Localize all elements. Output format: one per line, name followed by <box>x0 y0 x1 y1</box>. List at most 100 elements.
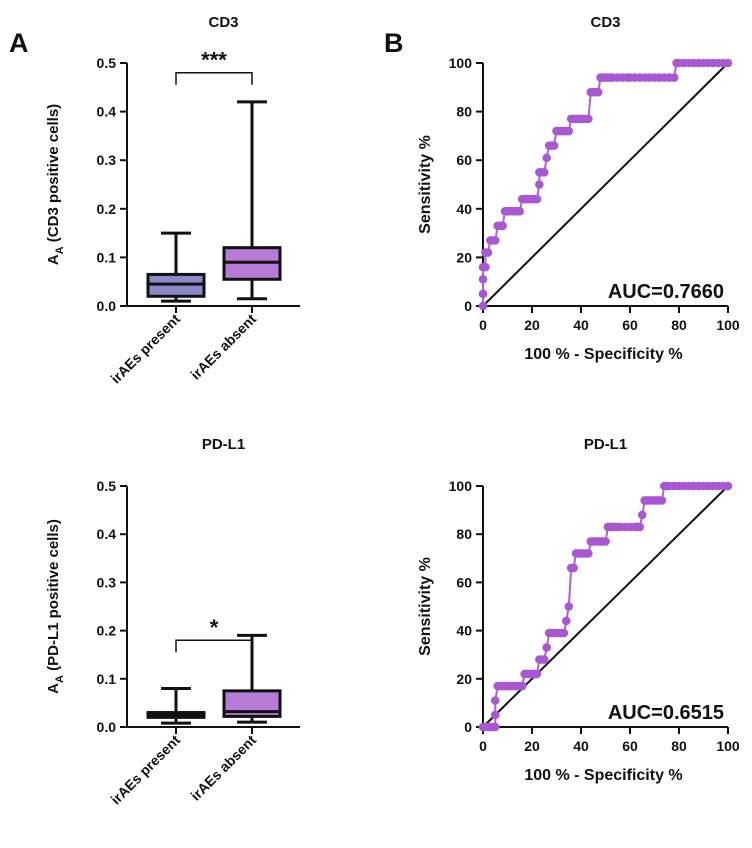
roc-point <box>542 643 551 652</box>
y-tick-label: 0.4 <box>97 526 117 542</box>
y-axis-label-main: A <box>45 683 62 694</box>
y-tick-label: 0.0 <box>97 719 117 735</box>
roc-point <box>564 602 574 611</box>
roc-point <box>559 628 569 638</box>
roc-point <box>601 537 610 546</box>
auc-annotation: AUC=0.6515 <box>608 702 724 724</box>
chart-title: CD3 <box>208 14 238 31</box>
y-tick-label: 0 <box>464 298 472 314</box>
y-axis-label-subscript: A <box>54 675 66 683</box>
x-tick-label: 80 <box>671 738 687 754</box>
y-tick-label: 0 <box>464 719 472 735</box>
roc-point <box>478 301 488 311</box>
significance-label: *** <box>201 48 227 73</box>
x-tick-label: 100 <box>716 738 740 754</box>
y-tick-label: 0.0 <box>97 298 117 314</box>
x-tick-label: 40 <box>573 317 589 333</box>
x-tick-label: 40 <box>573 738 589 754</box>
y-tick-label: 60 <box>456 152 472 168</box>
roc-point <box>478 274 488 284</box>
roc-point <box>657 496 667 505</box>
roc-point <box>542 153 551 163</box>
significance-label: * <box>210 615 219 640</box>
roc-point <box>539 655 549 664</box>
y-axis-label-subscript: A <box>54 246 66 254</box>
roc-point <box>564 126 574 136</box>
roc-point <box>593 87 603 97</box>
y-tick-label: 80 <box>456 526 472 542</box>
x-tick-label: 100 <box>716 317 740 333</box>
significance-bracket <box>175 71 253 85</box>
y-tick-label: 0.5 <box>97 55 117 71</box>
roc-point <box>669 73 679 82</box>
roc-point <box>723 58 733 68</box>
y-tick-label: 40 <box>456 623 472 639</box>
x-axis-label: 100 % - Specificity % <box>524 346 682 363</box>
roc-curve-cd3: CD3 0 20 40 60 80 100 0 20 40 60 80 100 100 % - Speci… <box>417 14 740 363</box>
roc-point <box>490 236 500 245</box>
roc-point <box>569 563 578 573</box>
y-tick-label: 60 <box>456 574 472 590</box>
significance-bracket <box>175 639 253 653</box>
roc-point <box>584 114 593 124</box>
x-category-label: irAEs present <box>107 311 183 387</box>
roc-point <box>539 168 549 177</box>
roc-point <box>478 289 488 299</box>
y-axis-label-main: A <box>45 254 62 265</box>
x-category-label: irAEs present <box>107 732 183 808</box>
box-plot-pd-l1: PD-L1 0.0 0.1 0.2 0.3 0.4 0.5 AA (PD-L1 positiv… <box>45 436 300 808</box>
y-axis-label: AA (PD-L1 positive cells) <box>45 519 66 694</box>
y-axis-label: Sensitivity % <box>417 557 434 656</box>
roc-point <box>723 481 733 491</box>
x-tick-label: 60 <box>622 738 638 754</box>
x-axis-label: 100 % - Specificity % <box>524 767 682 784</box>
panel-label-b: B <box>384 28 404 58</box>
roc-point <box>481 262 490 272</box>
roc-point <box>532 669 542 679</box>
y-tick-label: 100 <box>449 55 473 71</box>
x-tick-label: 0 <box>479 738 487 754</box>
roc-point <box>535 180 544 189</box>
reference-diagonal <box>482 62 729 307</box>
y-tick-label: 0.4 <box>97 104 117 120</box>
roc-point <box>517 681 527 691</box>
y-tick-label: 40 <box>456 201 472 217</box>
y-tick-label: 100 <box>449 478 473 494</box>
y-tick-label: 0.3 <box>97 152 117 168</box>
y-tick-label: 0.1 <box>97 249 117 265</box>
roc-point <box>562 616 571 626</box>
roc-point <box>490 710 500 720</box>
y-axis-label: AA (CD3 positive cells) <box>45 104 66 265</box>
roc-point <box>483 248 493 257</box>
y-tick-label: 0.2 <box>97 623 117 639</box>
x-tick-label: 20 <box>524 317 540 333</box>
roc-point <box>490 722 500 732</box>
y-axis-label-text: (CD3 positive cells) <box>45 104 62 247</box>
y-tick-label: 20 <box>456 249 472 265</box>
x-category-label: irAEs absent <box>187 311 259 383</box>
roc-point <box>515 206 525 216</box>
auc-annotation: AUC=0.7660 <box>608 281 724 303</box>
x-tick-label: 60 <box>622 317 638 333</box>
y-tick-label: 0.3 <box>97 574 117 590</box>
roc-point <box>498 221 507 231</box>
panel-label-a: A <box>9 28 29 58</box>
y-tick-label: 80 <box>456 104 472 120</box>
roc-point <box>549 141 559 150</box>
y-axis-label: Sensitivity % <box>417 135 434 234</box>
box-plot-cd3: CD3 0.0 0.1 0.2 0.3 0.4 0.5 AA (CD3 positive ce… <box>45 14 300 387</box>
y-tick-label: 0.1 <box>97 671 117 687</box>
y-tick-label: 0.2 <box>97 201 117 217</box>
x-category-label: irAEs absent <box>187 732 259 804</box>
roc-point <box>532 194 542 204</box>
y-axis-label-text: (PD-L1 positive cells) <box>45 519 62 675</box>
chart-title: CD3 <box>590 14 620 31</box>
roc-point <box>635 522 645 532</box>
chart-title: PD-L1 <box>202 436 245 453</box>
y-tick-label: 0.5 <box>97 478 117 494</box>
roc-curve-pd-l1: PD-L1 0 20 40 60 80 100 0 20 40 60 80 100 100 % - Spe… <box>417 436 740 784</box>
x-tick-label: 80 <box>671 317 687 333</box>
roc-point <box>490 696 500 705</box>
y-tick-label: 20 <box>456 671 472 687</box>
